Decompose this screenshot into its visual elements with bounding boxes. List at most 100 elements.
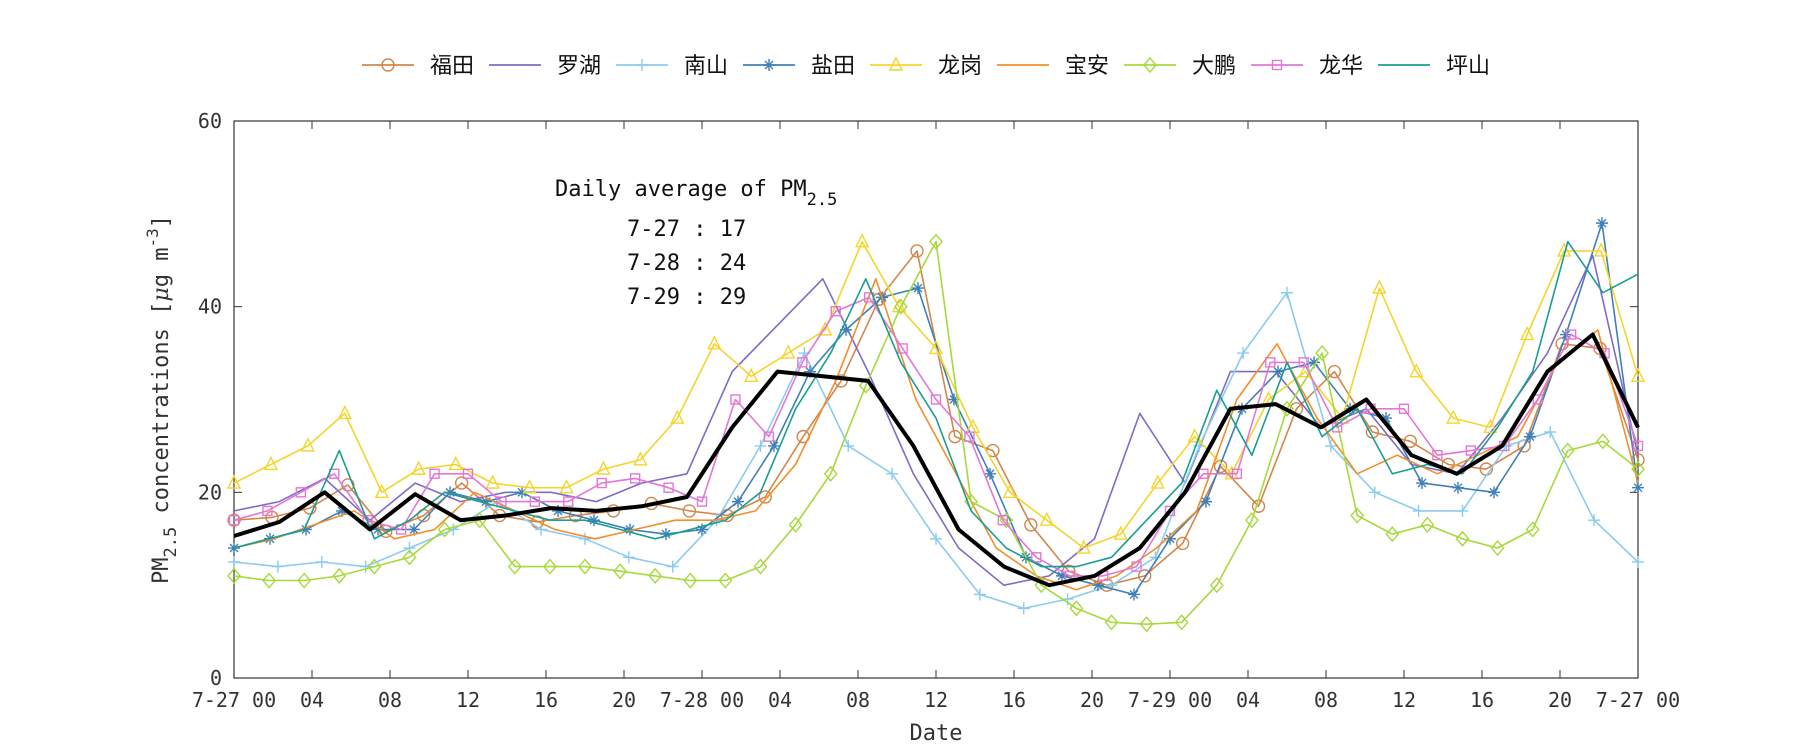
series-line — [233, 296, 1639, 577]
data-point — [660, 528, 672, 541]
data-point — [754, 439, 767, 452]
data-point — [447, 523, 460, 536]
data-point — [842, 439, 855, 452]
data-point — [696, 523, 708, 536]
data-point — [781, 344, 796, 359]
data-point — [1632, 555, 1644, 568]
y-tick-label: 40 — [198, 295, 222, 319]
legend-label: 大鹏 — [1192, 54, 1236, 79]
data-point — [912, 282, 924, 295]
series-line — [233, 254, 1639, 586]
data-point — [1164, 505, 1176, 517]
x-tick-label: 20 — [1080, 688, 1104, 712]
data-point — [929, 233, 943, 250]
data-point — [1056, 569, 1068, 582]
data-point — [262, 572, 277, 589]
data-point — [448, 455, 463, 471]
x-tick-label: 16 — [534, 688, 558, 712]
data-point — [1224, 465, 1239, 480]
x-tick-label: 12 — [1392, 688, 1416, 712]
data-point — [768, 439, 780, 452]
x-tick-label: 16 — [1470, 688, 1494, 712]
data-point — [1488, 486, 1500, 499]
data-point — [1412, 504, 1425, 517]
data-point — [1565, 329, 1577, 340]
data-point — [1525, 521, 1540, 538]
data-point — [804, 365, 816, 378]
data-point — [1271, 59, 1283, 71]
data-point — [1175, 536, 1190, 551]
data-point — [854, 233, 870, 248]
annotation-line: 7-27 : 17 — [627, 217, 746, 242]
data-point — [1200, 495, 1212, 508]
x-tick-label: 7-29 00 — [1128, 688, 1212, 712]
data-point — [1231, 468, 1243, 479]
y-axis-label: PM2.5 concentrations [μg m-3] — [143, 215, 181, 584]
data-point — [496, 496, 507, 507]
data-point — [529, 496, 541, 507]
data-point — [367, 558, 382, 575]
data-point — [696, 496, 708, 507]
data-point — [1593, 242, 1609, 257]
data-point — [1315, 345, 1330, 362]
data-point — [624, 523, 636, 536]
data-point — [984, 467, 996, 480]
x-axis-label: Date — [910, 721, 963, 746]
data-point — [823, 465, 838, 482]
data-point — [663, 482, 674, 493]
data-point — [596, 477, 607, 489]
data-point — [1139, 616, 1154, 633]
data-point — [1031, 552, 1042, 563]
data-point — [1446, 409, 1461, 424]
series-line — [233, 240, 1639, 625]
x-tick-label: 7-27 00 — [1596, 688, 1680, 712]
data-point — [1002, 483, 1018, 499]
legend-label: 南山 — [684, 54, 728, 79]
data-point — [226, 474, 242, 489]
data-point — [402, 549, 417, 566]
data-point — [1465, 445, 1477, 456]
data-point — [930, 532, 942, 545]
data-point — [462, 468, 474, 479]
data-point — [336, 504, 348, 517]
legend-item: 南山 — [616, 54, 728, 79]
data-point — [1150, 474, 1165, 489]
data-point — [578, 558, 592, 575]
data-point — [337, 404, 352, 420]
data-point — [613, 563, 628, 580]
data-point — [1187, 428, 1202, 443]
data-point — [930, 394, 942, 405]
data-point — [1143, 56, 1157, 74]
data-point — [1104, 614, 1119, 631]
data-point — [295, 487, 307, 498]
data-point — [1265, 357, 1276, 368]
data-point — [596, 460, 611, 475]
data-point — [1416, 477, 1428, 490]
data-point — [997, 514, 1009, 526]
data-point — [1327, 364, 1342, 379]
data-point — [552, 504, 564, 517]
data-point — [707, 335, 722, 350]
x-tick-label: 12 — [924, 688, 948, 712]
data-point — [830, 306, 841, 317]
x-tick-label: 16 — [1002, 688, 1026, 712]
data-point — [763, 59, 775, 71]
y-tick-label: 20 — [198, 480, 222, 504]
data-point — [300, 523, 312, 536]
data-point — [522, 479, 537, 494]
data-point — [362, 514, 373, 526]
average-line — [233, 332, 1640, 588]
x-tick-label: 20 — [612, 688, 636, 712]
data-point — [1420, 516, 1435, 533]
data-point — [1380, 412, 1392, 425]
data-point — [1385, 526, 1400, 543]
data-point — [964, 431, 975, 442]
legend-label: 龙华 — [1319, 54, 1363, 79]
data-point — [788, 516, 803, 533]
data-point — [374, 483, 389, 499]
x-tick-label: 7-28 00 — [660, 688, 744, 712]
data-point — [1198, 468, 1209, 479]
legend-item: 大鹏 — [1124, 54, 1236, 79]
data-point — [1350, 507, 1365, 524]
